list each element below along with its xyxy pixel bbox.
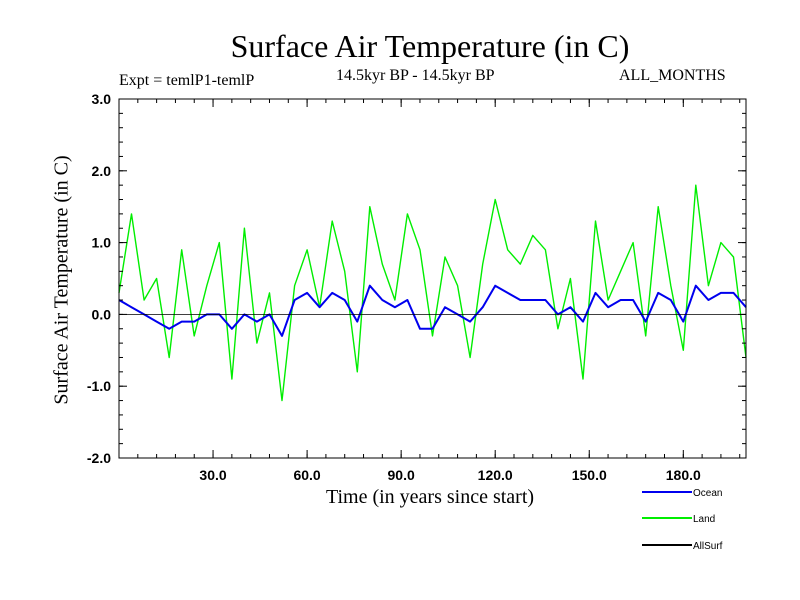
y-tick-label: 0.0 bbox=[92, 306, 112, 322]
y-tick-label: -1.0 bbox=[87, 378, 111, 394]
x-tick-label: 90.0 bbox=[388, 467, 415, 483]
period-label: 14.5kyr BP - 14.5kyr BP bbox=[336, 67, 495, 84]
x-tick-label: 120.0 bbox=[478, 467, 513, 483]
y-tick-label: 1.0 bbox=[92, 235, 112, 251]
plot-frame bbox=[118, 98, 747, 459]
y-tick-label: 2.0 bbox=[92, 163, 112, 179]
months-label: ALL_MONTHS bbox=[619, 67, 726, 84]
series-line-land bbox=[118, 184, 747, 402]
chart-title: Surface Air Temperature (in C) bbox=[230, 28, 630, 64]
legend-label: Ocean bbox=[693, 488, 722, 499]
y-tick-label: -2.0 bbox=[87, 450, 111, 466]
legend-item-ocean: Ocean bbox=[642, 488, 722, 499]
experiment-label: Expt = temlP1-temlP bbox=[119, 72, 255, 89]
x-tick-label: 150.0 bbox=[572, 467, 607, 483]
legend-label: Land bbox=[693, 514, 715, 525]
x-tick-label: 180.0 bbox=[666, 467, 701, 483]
x-tick-label: 60.0 bbox=[293, 467, 320, 483]
legend-label: AllSurf bbox=[693, 541, 723, 552]
legend-item-land: Land bbox=[642, 514, 715, 525]
legend-item-allsurf: AllSurf bbox=[642, 541, 723, 552]
x-axis-label: Time (in years since start) bbox=[325, 486, 535, 508]
x-tick-label: 30.0 bbox=[199, 467, 226, 483]
series-line-ocean bbox=[118, 284, 747, 337]
y-tick-label: 3.0 bbox=[92, 91, 112, 107]
